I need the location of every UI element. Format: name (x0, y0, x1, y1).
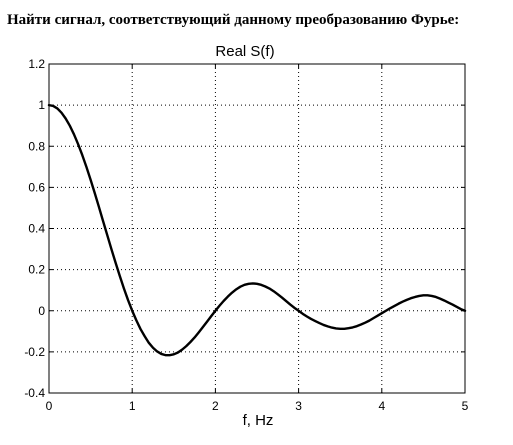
y-tick-label: 0.4 (28, 222, 45, 236)
y-tick-label: 0.8 (28, 139, 45, 153)
y-tick-label: 0.2 (28, 263, 45, 277)
x-axis-label: f, Hz (243, 412, 274, 429)
y-tick-label: 0.6 (28, 180, 45, 194)
series-line-real-s-f (47, 103, 467, 357)
y-tick-label: -0.2 (24, 345, 45, 359)
x-tick-label: 4 (378, 399, 385, 413)
x-tick-label: 2 (212, 399, 219, 413)
y-tick-label: 1.2 (28, 57, 45, 71)
grid (49, 64, 465, 393)
chart-title: Real S(f) (215, 43, 274, 60)
y-tick-label: 0 (38, 304, 45, 318)
y-tick-label: 1 (38, 98, 45, 112)
y-tick-label: -0.4 (24, 386, 45, 400)
x-tick-label: 1 (129, 399, 136, 413)
question-text: Найти сигнал, соответствующий данному пр… (7, 12, 460, 28)
ticks: 0 1 2 3 4 5 -0.4 -0.2 0 0.2 0.4 0.6 0.8 1 1.2 (24, 57, 468, 413)
x-tick-label: 3 (295, 399, 302, 413)
x-tick-label: 5 (462, 399, 469, 413)
x-tick-label: 0 (46, 399, 53, 413)
